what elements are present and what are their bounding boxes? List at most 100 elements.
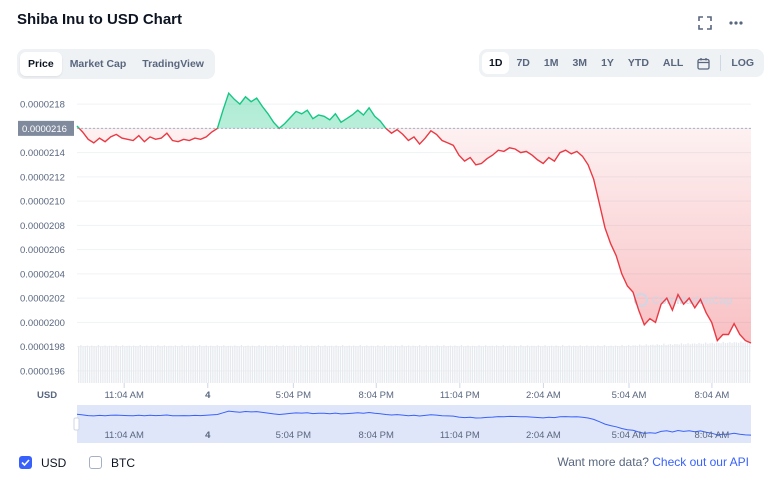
volume-bar <box>742 342 744 383</box>
volume-bar <box>452 346 454 383</box>
calendar-icon[interactable] <box>690 52 717 74</box>
volume-bar <box>328 345 331 383</box>
volume-bar <box>467 345 469 383</box>
chart-type-tabs: Price Market Cap TradingView <box>17 49 215 79</box>
volume-bar <box>559 346 562 383</box>
y-tick-label: 0.0000218 <box>20 100 65 111</box>
navigator-line <box>76 410 752 436</box>
volume-bar <box>491 345 493 383</box>
volume-bar <box>634 345 636 383</box>
volume-bar <box>529 346 531 383</box>
tab-1m[interactable]: 1M <box>543 57 559 69</box>
volume-bar <box>251 345 254 383</box>
volume-bar <box>603 345 606 383</box>
volume-bar <box>249 346 251 383</box>
volume-bar <box>460 345 463 383</box>
volume-bar <box>412 345 414 383</box>
y-tick-label: 0.0000200 <box>20 318 65 329</box>
volume-bar <box>425 345 427 383</box>
price-chart[interactable]: 0.0000218 0.0000214 0.0000212 0.0000210 0.00… <box>0 0 768 450</box>
volume-bar <box>581 346 584 383</box>
volume-bar <box>432 345 434 383</box>
volume-bar <box>383 345 386 383</box>
volume-bar <box>348 345 350 383</box>
tab-1d[interactable]: 1D <box>482 52 510 74</box>
btc-checkbox[interactable] <box>89 456 102 469</box>
volume-bar <box>108 345 111 383</box>
usd-checkbox[interactable] <box>19 456 32 469</box>
api-text: Want more data? <box>557 455 649 469</box>
volume-bar <box>511 346 513 383</box>
more-icon[interactable] <box>727 14 745 32</box>
volume-bar <box>674 343 676 383</box>
volume-bar <box>564 346 566 383</box>
fullscreen-icon[interactable] <box>696 14 714 32</box>
volume-bar <box>731 343 733 383</box>
baseline-badge-label: 0.0000216 <box>22 124 67 135</box>
volume-bar <box>606 346 608 383</box>
volume-bar <box>260 346 262 383</box>
volume-bar <box>89 346 91 383</box>
volume-bar <box>456 346 458 383</box>
volume-bar <box>350 346 353 383</box>
btc-label: BTC <box>111 456 135 470</box>
volume-bar <box>526 345 529 383</box>
tab-price[interactable]: Price <box>20 52 62 76</box>
y-tick-label: 0.0000210 <box>20 197 65 208</box>
x-tick-label: 11:04 PM <box>440 390 480 401</box>
volume-bar <box>377 345 379 383</box>
tab-1y[interactable]: 1Y <box>601 57 614 69</box>
volume-bar <box>179 346 181 383</box>
tab-3m[interactable]: 3M <box>572 57 588 69</box>
volume-bar <box>669 343 672 383</box>
navigator-selection <box>77 405 751 443</box>
volume-bar <box>608 346 610 383</box>
volume-bar <box>234 345 236 383</box>
volume-bar <box>480 346 482 383</box>
api-link[interactable]: Check out our API <box>652 455 749 469</box>
x-tick-label: 5:04 PM <box>276 390 311 401</box>
volume-bar <box>636 345 639 383</box>
tab-7d[interactable]: 7D <box>516 57 530 69</box>
log-toggle[interactable]: LOG <box>731 57 755 69</box>
x-tick-label: 8:04 PM <box>359 390 394 401</box>
page-title: Shiba Inu to USD Chart <box>17 11 182 28</box>
volume-bar <box>463 346 465 383</box>
volume-bar <box>713 343 716 383</box>
volume-bar <box>359 345 361 383</box>
volume-bar <box>258 345 260 383</box>
tab-tradingview[interactable]: TradingView <box>142 58 204 70</box>
volume-bar <box>166 346 168 383</box>
volume-bar <box>577 346 579 383</box>
volume-bar <box>282 345 284 383</box>
volume-bar <box>727 342 729 383</box>
navigator-x-label: 2:04 AM <box>526 430 561 441</box>
tab-ytd[interactable]: YTD <box>627 57 649 69</box>
volume-bar <box>243 346 245 383</box>
volume-bar <box>80 345 82 383</box>
volume-bar <box>485 345 487 383</box>
tab-market-cap[interactable]: Market Cap <box>69 58 127 70</box>
volume-bar <box>247 345 249 383</box>
volume-bar <box>304 346 306 383</box>
volume-bar <box>683 344 685 383</box>
volume-bar <box>177 346 179 383</box>
volume-bar <box>194 346 196 383</box>
volume-bar <box>654 345 656 383</box>
volume-bar <box>729 342 731 383</box>
watermark-text: CoinMarketCap <box>652 295 733 307</box>
volume-bar <box>518 346 520 383</box>
volume-bar <box>403 346 405 383</box>
volume-bar <box>700 343 702 383</box>
navigator-x-label: 8:04 AM <box>694 430 729 441</box>
volume-bar <box>276 345 278 383</box>
y-tick-label: 0.0000214 <box>20 148 65 159</box>
volume-bar <box>441 346 443 383</box>
volume-bar <box>201 346 203 383</box>
y-tick-label: 0.0000208 <box>20 221 65 232</box>
volume-bar <box>542 346 544 383</box>
volume-bar <box>100 346 102 383</box>
volume-bar <box>214 346 216 383</box>
tab-all[interactable]: ALL <box>662 57 684 69</box>
volume-bar <box>342 345 344 383</box>
